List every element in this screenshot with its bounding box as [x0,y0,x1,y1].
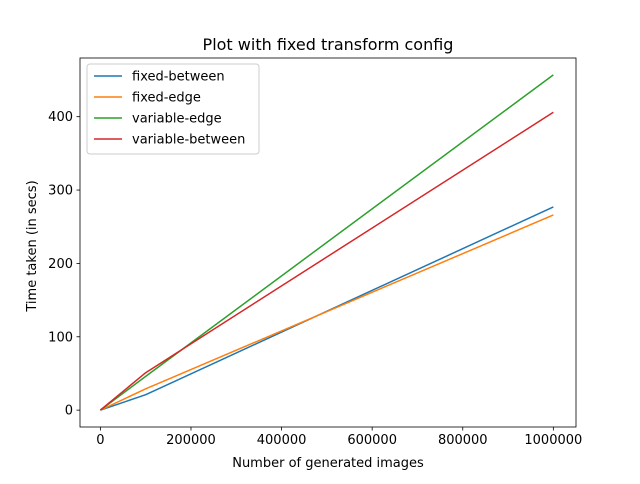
legend-label-fixed-between: fixed-between [132,70,225,85]
x-tick-label: 200000 [166,433,216,448]
series-line-variable-between [99,111,554,411]
y-tick-label: 400 [48,110,73,125]
y-tick-label: 200 [48,257,73,272]
x-tick-label: 0 [96,433,104,448]
legend-label-fixed-edge: fixed-edge [132,91,201,106]
y-tick-label: 0 [65,404,73,419]
legend-label-variable-edge: variable-edge [132,112,222,127]
plot-area: 0 200000 400000 600000 800000 1000000 0 100 200 3… [48,57,582,448]
series-line-variable-edge [99,74,554,411]
chart-title: Plot with fixed transform config [203,35,454,54]
y-axis-label: Time taken (in secs) [25,180,40,312]
y-tick-label: 300 [48,184,73,199]
legend-box [86,63,260,155]
x-tick-label: 600000 [347,433,397,448]
x-tick-label: 800000 [438,433,488,448]
series-line-fixed-edge [100,214,554,411]
x-axis-label: Number of generated images [232,456,424,471]
y-tick-label: 100 [48,330,73,345]
plot-frame [79,57,577,428]
legend-label-variable-between: variable-between [132,133,245,148]
x-tick-label: 400000 [257,433,307,448]
x-tick-label: 1000000 [524,433,582,448]
series-line-fixed-between [100,206,554,411]
